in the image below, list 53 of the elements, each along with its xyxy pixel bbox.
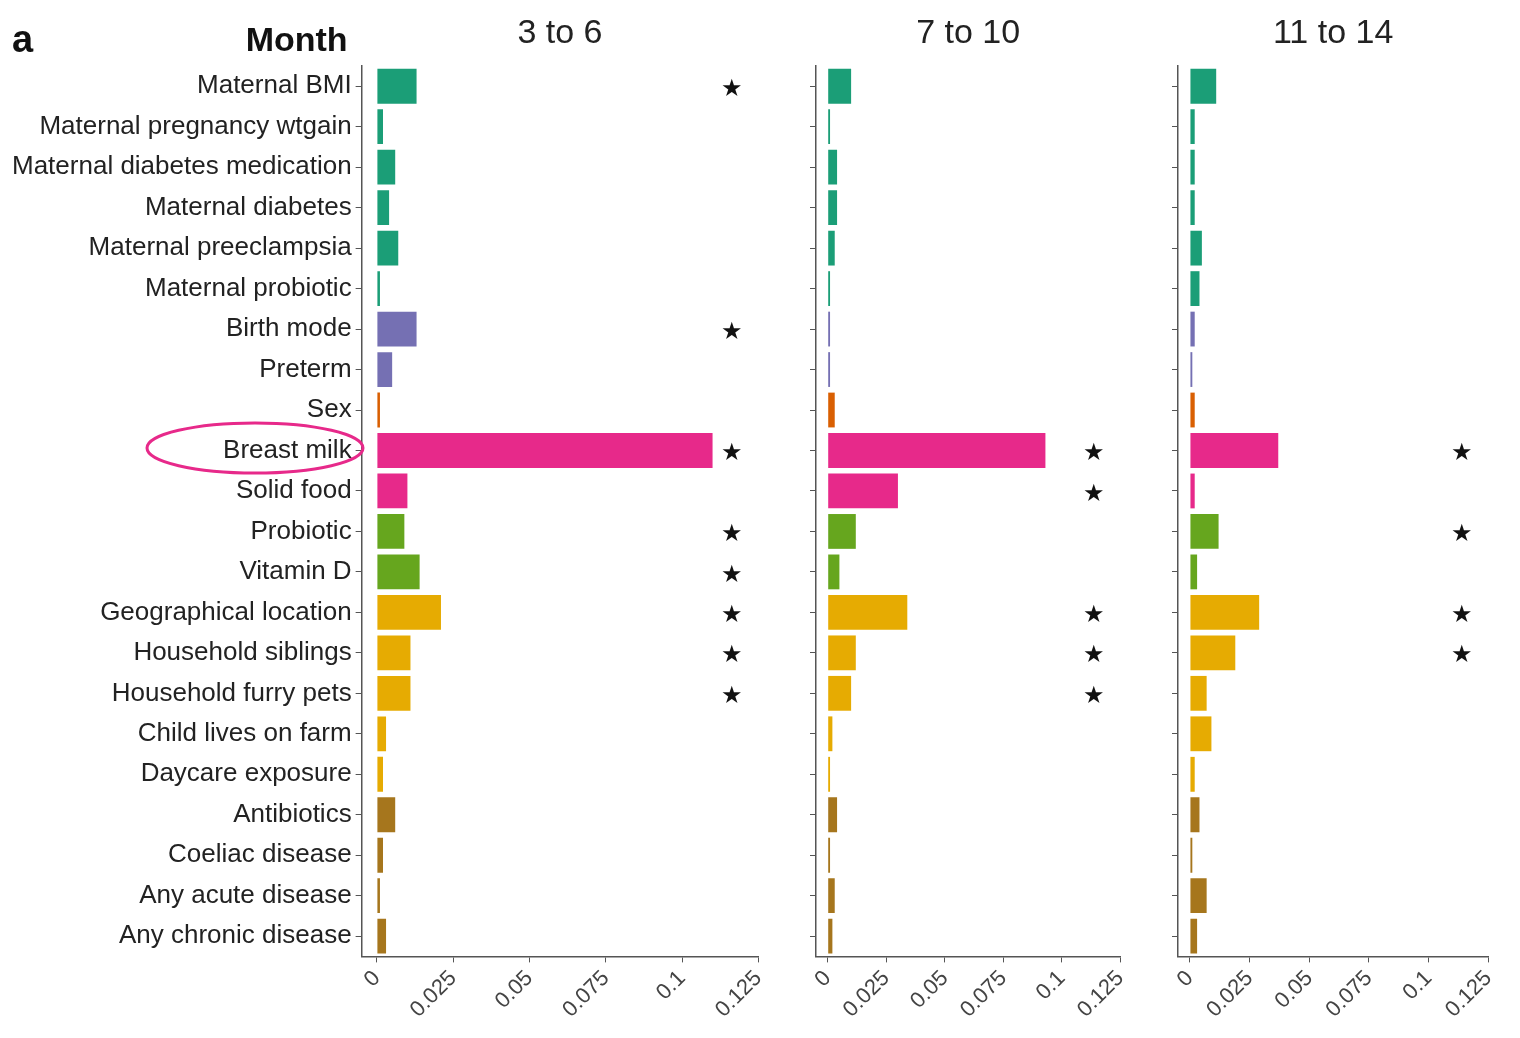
y-tick-label: Maternal BMI xyxy=(197,69,352,100)
y-tick-label: Any acute disease xyxy=(139,878,352,909)
y-tick-label: Child lives on farm xyxy=(137,716,352,747)
y-tick-label: Coeliac disease xyxy=(168,838,352,869)
data-label: ★ xyxy=(721,680,744,708)
data-label: ★ xyxy=(1451,438,1474,466)
y-tick-label: Preterm xyxy=(259,352,352,383)
y-tick-label: Geographical location xyxy=(100,595,352,626)
data-label: ★ xyxy=(721,559,744,587)
text: Month xyxy=(245,20,348,59)
y-tick-label: Daycare exposure xyxy=(140,757,352,788)
y-tick-label: Maternal diabetes medication xyxy=(12,150,352,181)
y-tick-label: Antibiotics xyxy=(233,797,352,828)
x-tick-label: 0.1 xyxy=(650,964,690,1005)
chart-title: 7 to 10 xyxy=(916,12,1021,51)
y-tick-label: Any chronic disease xyxy=(118,919,352,950)
x-tick-label: 0 xyxy=(358,964,385,992)
y-tick-label: Birth mode xyxy=(225,312,352,343)
y-tick-label: Maternal preeclampsia xyxy=(88,231,353,262)
x-tick-label: 0.1 xyxy=(1030,964,1070,1005)
data-label: ★ xyxy=(721,640,744,668)
x-tick-label: 0.1 xyxy=(1397,964,1437,1005)
y-tick-label: Maternal diabetes xyxy=(144,190,352,221)
x-tick-label: 0.05 xyxy=(489,964,538,1013)
y-tick-label: Probiotic xyxy=(250,514,352,545)
y-tick-label: Household furry pets xyxy=(111,676,352,707)
chart-title: 11 to 14 xyxy=(1272,12,1394,51)
y-tick-label: Solid food xyxy=(235,474,352,505)
data-label: ★ xyxy=(1083,438,1106,466)
data-label: ★ xyxy=(1451,640,1474,668)
y-tick-label: Vitamin D xyxy=(239,555,352,586)
data-label: ★ xyxy=(1451,519,1474,547)
y-tick-label: Maternal probiotic xyxy=(144,271,352,302)
y-tick-label: Sex xyxy=(306,393,352,424)
y-tick-label: Maternal pregnancy wtgain xyxy=(39,109,352,140)
y-tick-label: Household siblings xyxy=(133,636,352,667)
data-label: ★ xyxy=(1083,640,1106,668)
data-label: ★ xyxy=(721,600,744,628)
x-tick-label: 0.05 xyxy=(904,964,953,1013)
data-label: ★ xyxy=(721,438,744,466)
chart-title: 3 to 6 xyxy=(517,12,603,51)
text: a xyxy=(12,18,34,61)
data-label: ★ xyxy=(721,73,744,101)
data-label: ★ xyxy=(1451,600,1474,628)
data-label: ★ xyxy=(1083,478,1106,506)
data-label: ★ xyxy=(721,316,744,344)
x-tick-label: 0.05 xyxy=(1269,964,1318,1013)
data-label: ★ xyxy=(1083,600,1106,628)
x-tick-label: 0 xyxy=(809,964,836,992)
data-label: ★ xyxy=(721,519,744,547)
y-tick-label: Breast milk xyxy=(223,433,353,464)
data-label: ★ xyxy=(1083,680,1106,708)
x-tick-label: 0 xyxy=(1171,964,1198,992)
